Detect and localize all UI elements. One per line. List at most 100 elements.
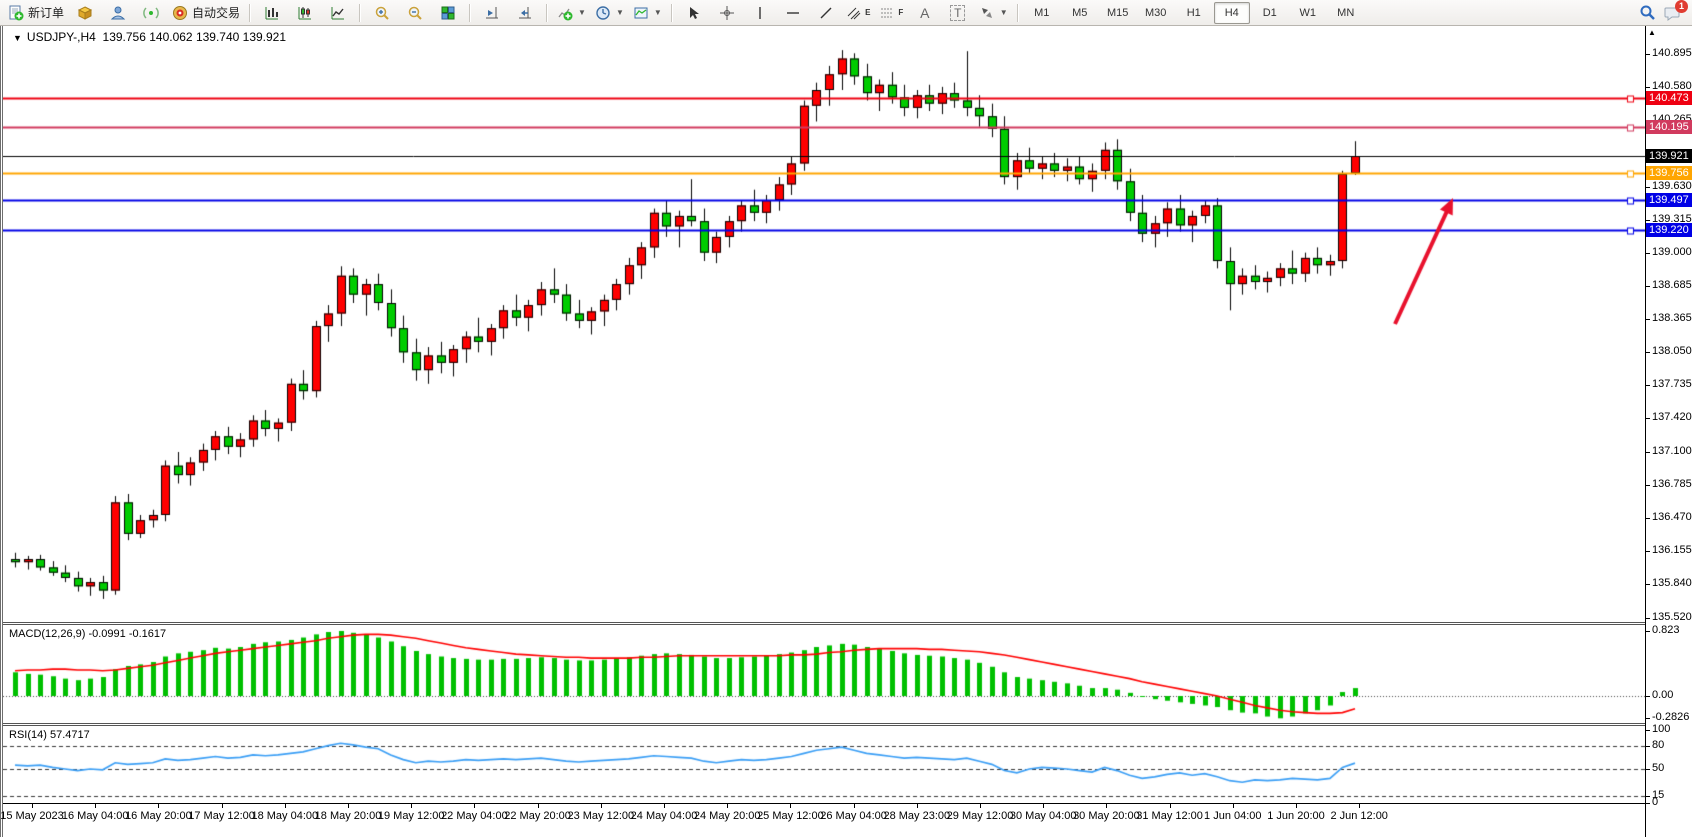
timeframe-M15[interactable]: M15 — [1107, 6, 1129, 19]
templates-button[interactable]: ▼ — [629, 1, 666, 25]
arrows-tool-button[interactable]: ▼ — [975, 1, 1012, 25]
vertical-line-button[interactable] — [744, 1, 776, 25]
price-chart-canvas[interactable] — [3, 26, 1645, 622]
autotrading-icon — [172, 5, 188, 21]
time-tick — [537, 804, 539, 808]
price-tick-label: 139.000 — [1645, 245, 1692, 258]
chart-title-collapse-icon[interactable]: ▼ — [13, 33, 22, 43]
bar-chart-button[interactable] — [256, 1, 288, 25]
timeframe-D1[interactable]: D1 — [1262, 6, 1277, 19]
horizontal-line-button[interactable] — [777, 1, 809, 25]
time-tick — [95, 804, 97, 808]
publish-button[interactable] — [102, 1, 134, 25]
timeframe-MN[interactable]: MN — [1337, 6, 1355, 19]
candlestick-chart-button[interactable] — [289, 1, 321, 25]
trendline-icon — [818, 5, 834, 21]
macd-scale-label: -0.2826 — [1644, 711, 1690, 724]
macd-panel: MACD(12,26,9) -0.0991 -0.1617 — [3, 622, 1692, 723]
rsi-scale-label: 0 — [1644, 796, 1659, 808]
chart-window: ▼ USDJPY-,H4 139.756 140.062 139.740 139.… — [0, 26, 1692, 837]
new-order-icon — [8, 5, 24, 21]
signals-button[interactable] — [135, 1, 167, 25]
toolbar-separator — [670, 3, 673, 22]
time-label: 26 May 04:00 — [820, 810, 887, 822]
rsi-canvas[interactable] — [3, 726, 1645, 803]
line-chart-button[interactable] — [322, 1, 354, 25]
equidistant-channel-button[interactable]: E — [843, 1, 875, 25]
macd-label: MACD(12,26,9) -0.0991 -0.1617 — [9, 628, 167, 640]
cursor-button[interactable] — [678, 1, 710, 25]
timeframe-M5[interactable]: M5 — [1072, 6, 1088, 19]
time-label: 1 Jun 20:00 — [1267, 810, 1325, 822]
timeframe-H1[interactable]: H1 — [1186, 6, 1201, 19]
price-tick-label: 137.420 — [1645, 411, 1692, 424]
fibonacci-button[interactable]: F — [876, 1, 908, 25]
time-label: 16 May 04:00 — [61, 810, 129, 822]
price-tick-label: 135.840 — [1645, 577, 1692, 590]
macd-scale-label: 0.00 — [1644, 689, 1674, 701]
dropdown-arrow-icon: ▼ — [653, 8, 662, 17]
tile-windows-icon — [440, 5, 456, 21]
market-depth-button[interactable] — [69, 1, 101, 25]
macd-canvas[interactable] — [3, 625, 1645, 723]
time-tick — [916, 804, 918, 808]
search-icon[interactable] — [1639, 4, 1656, 21]
price-level-box: 140.195 — [1646, 120, 1692, 135]
toolbar-separator — [1016, 3, 1019, 22]
crosshair-button[interactable] — [711, 1, 743, 25]
symbol-period-label: USDJPY-,H4 — [26, 30, 96, 44]
time-tick — [1232, 804, 1234, 808]
new-order-button[interactable]: 新订单 — [4, 1, 68, 25]
price-level-box: 139.497 — [1646, 193, 1692, 208]
time-tick — [980, 804, 981, 808]
text-label-icon: T — [950, 4, 966, 21]
auto-scroll-button[interactable] — [476, 1, 508, 25]
time-tick — [348, 804, 349, 808]
chat-button[interactable]: 1 — [1664, 0, 1688, 21]
price-axis[interactable]: ▲ 140.895 140.580 140.265 139.630 139.315 139… — [1644, 26, 1692, 837]
horizontal-line-icon — [785, 5, 801, 21]
dropdown-arrow-icon: ▼ — [999, 8, 1008, 17]
arrows-tool-icon — [979, 5, 995, 21]
time-label: 30 May 20:00 — [1073, 810, 1140, 822]
time-label: 2 Jun 12:00 — [1330, 810, 1388, 822]
timeframe-H4[interactable]: H4 — [1213, 1, 1250, 24]
timeframe-M1[interactable]: M1 — [1034, 6, 1050, 19]
rsi-label: RSI(14) 57.4717 — [9, 729, 90, 741]
time-tick — [284, 804, 286, 808]
autotrading-button[interactable]: 自动交易 — [168, 1, 244, 25]
chart-shift-button[interactable] — [509, 1, 541, 25]
indicators-button[interactable]: ▼ — [553, 1, 590, 25]
toolbar-separator — [469, 3, 472, 22]
indicators-icon — [557, 5, 573, 21]
timeframe-W1[interactable]: W1 — [1299, 6, 1316, 19]
price-tick-label: 140.895 — [1645, 46, 1692, 59]
trendline-button[interactable] — [810, 1, 842, 25]
time-axis[interactable]: 15 May 2023 16 May 04:00 16 May 20:00 17 Ma… — [0, 803, 1692, 837]
price-level-box: 139.220 — [1646, 222, 1692, 237]
chart-title: ▼ USDJPY-,H4 139.756 140.062 139.740 139.… — [13, 30, 286, 44]
timeframe-M30[interactable]: M30 — [1145, 6, 1167, 19]
price-tick-label: 137.735 — [1645, 378, 1692, 391]
time-tick — [1169, 804, 1171, 808]
time-tick — [474, 804, 476, 808]
time-tick — [158, 804, 160, 808]
toolbar: 新订单 自动交易 — [0, 0, 1692, 26]
price-tick-label: 136.470 — [1645, 511, 1692, 524]
price-tick-label: 136.785 — [1645, 478, 1692, 491]
periods-button[interactable]: ▼ — [591, 1, 628, 25]
zoom-in-button[interactable] — [366, 1, 398, 25]
bar-chart-icon — [264, 5, 280, 21]
autotrading-label: 自动交易 — [192, 6, 241, 20]
time-label: 29 May 12:00 — [946, 810, 1014, 822]
time-tick — [1106, 804, 1108, 808]
price-tick-label: 138.685 — [1645, 278, 1692, 291]
main-chart-panel: ▼ USDJPY-,H4 139.756 140.062 139.740 139.… — [3, 26, 1692, 622]
time-label: 15 May 2023 — [0, 810, 64, 822]
text-button[interactable]: A — [909, 1, 941, 25]
tile-windows-button[interactable] — [432, 1, 464, 25]
text-label-button[interactable]: T — [942, 1, 974, 25]
zoom-out-button[interactable] — [399, 1, 431, 25]
price-tick-label: 138.050 — [1645, 345, 1692, 358]
